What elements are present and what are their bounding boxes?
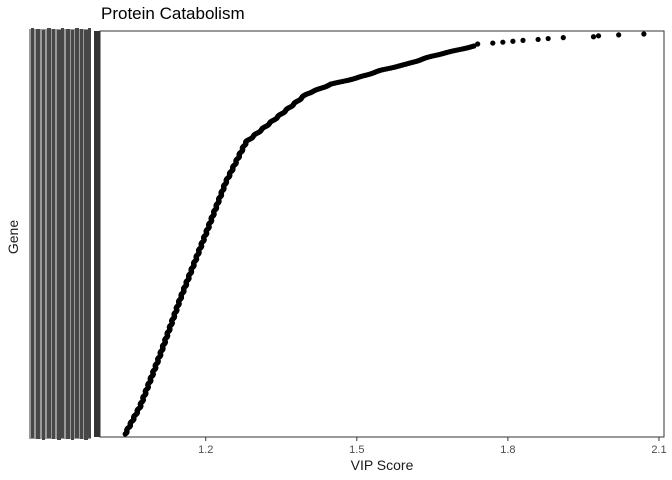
x-tick-label: 1.2 (198, 444, 213, 456)
plot-panel-border (99, 30, 665, 438)
y-tick-label-block (29, 28, 91, 440)
data-point (641, 31, 647, 37)
data-point (616, 32, 622, 38)
data-point (510, 38, 516, 44)
data-point (535, 36, 541, 43)
data-point (545, 35, 551, 42)
chart-title: Protein Catabolism (101, 4, 245, 23)
data-point (520, 37, 526, 43)
data-point (500, 39, 506, 45)
data-points (122, 31, 647, 437)
data-point (490, 40, 496, 46)
y-tick-mark-bar (94, 31, 100, 437)
x-axis-ticks: 1.2 1.5 1.8 2.1 (198, 437, 667, 456)
x-tick-label: 2.1 (651, 444, 666, 456)
data-point (590, 34, 597, 40)
data-point (560, 35, 566, 41)
x-tick-label: 1.5 (349, 444, 364, 456)
y-tick-label-overlap-fill (29, 29, 91, 439)
y-tick-marks (94, 31, 100, 437)
data-point (595, 33, 602, 39)
x-tick-label: 1.8 (500, 444, 515, 456)
data-point (475, 41, 481, 47)
x-axis-label: VIP Score (350, 457, 414, 473)
